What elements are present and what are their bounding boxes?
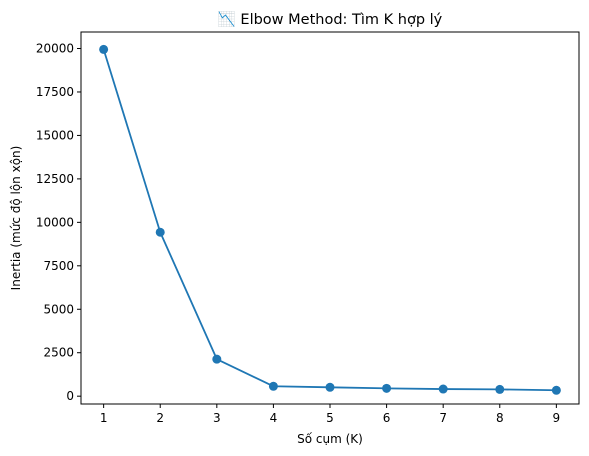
y-tick-label: 2500: [43, 346, 74, 360]
x-tick-label: 6: [383, 411, 391, 425]
y-tick-label: 15000: [36, 128, 74, 142]
data-point: [268, 381, 278, 391]
axes-frame: [80, 31, 580, 405]
y-tick-label: 20000: [36, 42, 74, 56]
y-tick-label: 7500: [43, 259, 74, 273]
x-tick-label: 9: [553, 411, 561, 425]
y-tick-label: 12500: [36, 172, 74, 186]
data-point: [382, 383, 392, 393]
x-axis-label: Số cụm (K): [297, 432, 363, 446]
x-tick-label: 5: [326, 411, 334, 425]
data-point: [325, 382, 335, 392]
x-tick-label: 7: [439, 411, 447, 425]
plot-area: 1 2 3 4 5 6 7 8 9 0 2500 5000 7500 10000 12500 15000 175…: [36, 42, 561, 425]
x-tick-label: 3: [213, 411, 221, 425]
y-tick-label: 0: [66, 389, 74, 403]
x-tick-label: 1: [100, 411, 108, 425]
data-point: [99, 44, 109, 54]
data-point: [212, 354, 222, 364]
data-point: [438, 384, 448, 394]
data-point: [155, 227, 165, 237]
x-tick-label: 8: [496, 411, 504, 425]
data-point: [551, 385, 561, 395]
y-tick-label: 10000: [36, 215, 74, 229]
x-tick-label: 2: [156, 411, 164, 425]
x-tick-label: 4: [270, 411, 278, 425]
chart-title: 📉 Elbow Method: Tìm K hợp lý: [218, 10, 443, 28]
y-tick-label: 5000: [43, 302, 74, 316]
y-axis-label: Inertia (mức độ lộn xộn): [9, 146, 23, 291]
y-tick-label: 17500: [36, 85, 74, 99]
data-point: [495, 384, 505, 394]
